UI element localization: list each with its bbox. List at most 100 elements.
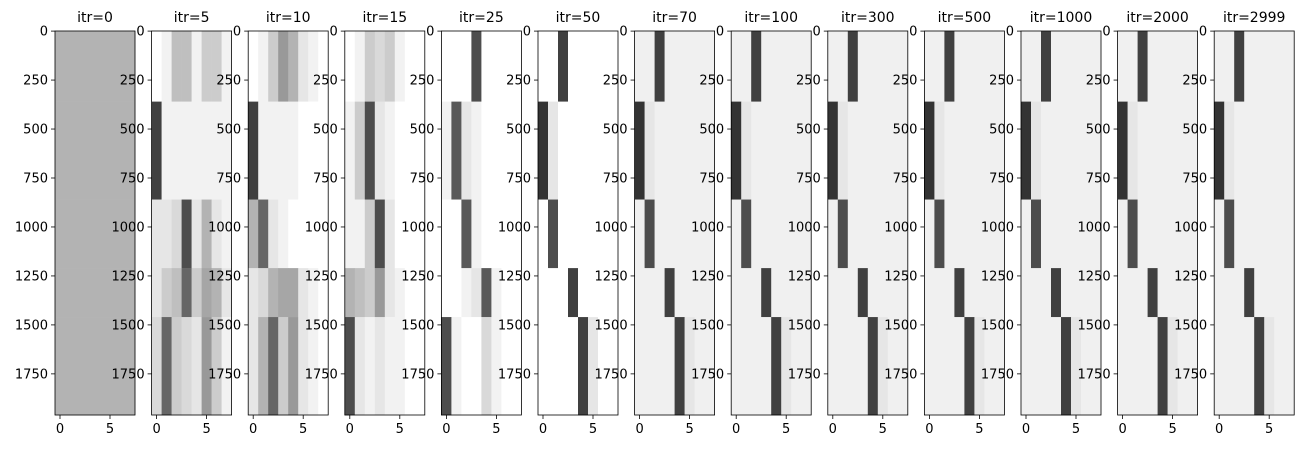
y-tick-label: 1500 — [15, 318, 48, 333]
y-tick-label: 250 — [120, 74, 145, 89]
axes-frame — [537, 30, 619, 416]
y-tick-label: 1000 — [1078, 220, 1111, 235]
heatmap-cell — [161, 31, 172, 102]
heatmap-cell — [1284, 31, 1295, 102]
heatmap-cell — [1021, 268, 1032, 318]
heatmap-cell — [1127, 317, 1138, 416]
heatmap-cell — [181, 317, 192, 416]
heatmap-cell — [538, 31, 549, 102]
heatmap-cell — [1117, 268, 1128, 318]
heatmap-cell — [857, 31, 869, 102]
y-tick-label: 500 — [506, 123, 531, 138]
y-tick-label: 1500 — [788, 318, 821, 333]
heatmap-cell — [1177, 31, 1188, 102]
heatmap-cell — [568, 199, 579, 269]
heatmap-cell — [827, 268, 839, 318]
x-tick-label: 5 — [1265, 422, 1273, 437]
heatmap-cell — [451, 31, 462, 102]
heatmap-cell — [268, 101, 279, 200]
panel: 0 5 0 250 500 750 1000 1250 1500 1750 itr=100 — [691, 10, 812, 437]
heatmap-cell — [731, 268, 742, 318]
heatmap-cell — [608, 268, 619, 318]
x-tick-label: 5 — [589, 422, 597, 437]
y-tick-label: 500 — [989, 123, 1014, 138]
heatmap-cell — [171, 101, 182, 200]
heatmap-cell — [268, 317, 279, 416]
heatmap-cell — [95, 199, 106, 269]
heatmap-cell — [105, 31, 116, 102]
heatmap-cell — [644, 199, 655, 269]
heatmap-cell — [568, 31, 579, 102]
heatmap-cell — [115, 268, 126, 318]
heatmap-cell — [414, 317, 426, 416]
heatmap-cell — [95, 268, 106, 318]
heatmap-cell — [674, 101, 685, 200]
heatmap-cell — [384, 101, 396, 200]
heatmap-cell — [1214, 199, 1225, 269]
heatmap-cell — [191, 31, 202, 102]
y-tick-label: 750 — [506, 171, 531, 186]
y-tick-label: 0 — [233, 25, 241, 40]
heatmap-cell — [548, 199, 559, 269]
heatmap-cell — [1177, 268, 1188, 318]
heatmap-cell — [674, 199, 685, 269]
heatmap-cell — [181, 199, 192, 269]
heatmap-cell — [1041, 317, 1052, 416]
heatmap-cell — [308, 317, 319, 416]
heatmap-cell — [1147, 268, 1158, 318]
heatmap-cell — [771, 268, 782, 318]
y-tick-label: 0 — [1006, 25, 1014, 40]
heatmap-cell — [1264, 31, 1275, 102]
x-tick-label: 0 — [346, 422, 354, 437]
heatmap-cell — [191, 199, 202, 269]
heatmap-cell — [211, 317, 222, 416]
heatmap-cell — [897, 31, 909, 102]
y-tick-label: 1500 — [595, 318, 628, 333]
heatmap-cell — [1284, 101, 1295, 200]
heatmap-cell — [1274, 268, 1285, 318]
heatmap-cell — [248, 31, 259, 102]
y-tick-label: 500 — [23, 123, 48, 138]
heatmap-cell — [1147, 317, 1158, 416]
heatmap-cell — [1051, 317, 1062, 416]
y-tick-label: 1750 — [884, 367, 917, 382]
heatmap-cell — [781, 268, 792, 318]
heatmap-cell — [674, 31, 685, 102]
heatmap-cell — [151, 101, 162, 200]
heatmap-cell — [461, 101, 472, 200]
heatmap-cell — [501, 268, 512, 318]
heatmap-cell — [558, 268, 569, 318]
heatmap-cell — [288, 101, 299, 200]
y-tick-label: 1250 — [691, 269, 724, 284]
y-tick-label: 0 — [40, 25, 48, 40]
heatmap-cell — [394, 199, 406, 269]
heatmap-cell — [934, 199, 945, 269]
y-tick-label: 500 — [1182, 123, 1207, 138]
heatmap-cell — [105, 268, 116, 318]
heatmap-cell — [1061, 317, 1072, 416]
heatmap-cell — [394, 268, 406, 318]
heatmap-cell — [171, 199, 182, 269]
heatmap-cell — [664, 317, 675, 416]
heatmap-cell — [598, 101, 609, 200]
heatmap-cell — [634, 317, 645, 416]
heatmap-cell — [1244, 268, 1255, 318]
heatmap-cell — [924, 101, 935, 200]
heatmap-cell — [1167, 317, 1178, 416]
heatmap-cell — [598, 199, 609, 269]
heatmap-cell — [125, 268, 136, 318]
heatmap-cell — [608, 317, 619, 416]
heatmap-cell — [1214, 31, 1225, 102]
heatmap-cell — [964, 317, 975, 416]
heatmap-cell — [588, 199, 599, 269]
heatmap-cell — [751, 268, 762, 318]
heatmap-cell — [55, 31, 66, 102]
panel: 0 5 0 250 500 750 1000 1250 1500 1750 itr=25 — [401, 10, 522, 437]
heatmap-cell — [414, 101, 426, 200]
heatmap-cell — [1234, 31, 1245, 102]
heatmap-cell — [85, 101, 96, 200]
heatmap-cell — [451, 268, 462, 318]
heatmap-cell — [258, 31, 269, 102]
x-tick-label: 0 — [1022, 422, 1030, 437]
heatmap-cell — [558, 31, 569, 102]
